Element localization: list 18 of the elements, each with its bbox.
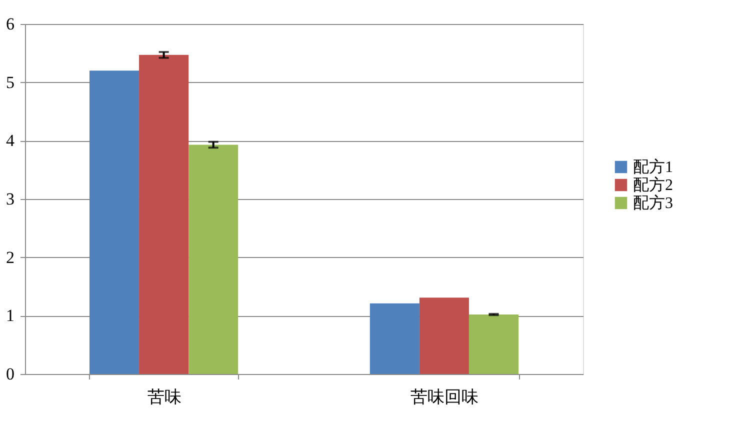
bar — [468, 314, 519, 374]
bar — [139, 54, 189, 374]
y-tick-label: 0 — [6, 364, 14, 384]
x-tick-label: 苦味回味 — [410, 388, 479, 406]
x-tick-label: 苦味 — [147, 388, 182, 406]
y-tick-label: 5 — [6, 72, 14, 92]
y-tick-label: 3 — [6, 190, 14, 208]
y-tick-label: 6 — [6, 14, 14, 34]
y-tick-label: 1 — [6, 306, 14, 326]
y-tick-label: 4 — [6, 131, 15, 150]
legend-label: 配方1 — [633, 158, 673, 176]
y-tick-label: 2 — [6, 248, 14, 267]
bar — [419, 298, 469, 374]
bar — [188, 144, 238, 374]
bar — [89, 70, 140, 374]
legend-label: 配方3 — [633, 194, 673, 212]
bar — [370, 303, 420, 374]
legend-label: 配方2 — [633, 176, 673, 194]
